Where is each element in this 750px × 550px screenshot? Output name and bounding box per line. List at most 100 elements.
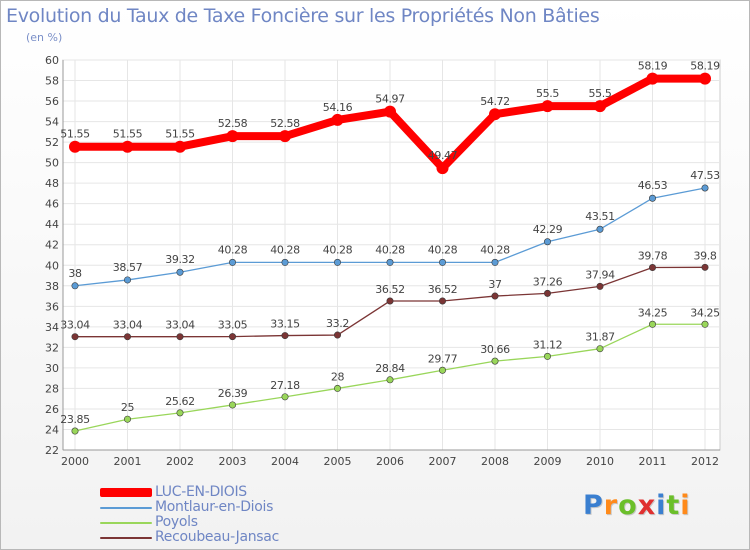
data-label: 58.19: [638, 60, 668, 73]
data-point: [438, 366, 446, 374]
data-label: 29.77: [428, 352, 458, 365]
data-point: [333, 384, 341, 392]
data-point: [229, 258, 237, 266]
data-point: [541, 100, 554, 113]
data-label: 40.28: [375, 243, 405, 256]
data-point: [648, 320, 656, 328]
y-tick-label: 28: [45, 382, 59, 395]
data-label: 42.29: [533, 223, 563, 236]
data-label: 40.28: [323, 243, 353, 256]
y-tick-label: 38: [45, 280, 59, 293]
legend-swatch: [100, 488, 152, 497]
data-point: [229, 333, 237, 341]
data-point: [176, 268, 184, 276]
data-point: [596, 282, 604, 290]
data-label: 40.28: [218, 243, 248, 256]
x-tick-label: 2012: [691, 455, 719, 468]
data-point: [226, 130, 239, 143]
data-label: 38.57: [113, 261, 143, 274]
x-tick-label: 2003: [219, 455, 247, 468]
x-tick-label: 2010: [586, 455, 614, 468]
data-label: 43.51: [585, 210, 615, 223]
y-tick-label: 22: [45, 444, 59, 457]
data-point: [594, 100, 606, 113]
data-label: 40.28: [480, 243, 510, 256]
data-point: [491, 292, 499, 300]
x-tick-label: 2004: [271, 455, 299, 468]
data-label: 54.72: [480, 95, 510, 108]
data-label: 33.2: [326, 317, 349, 330]
data-point: [281, 332, 289, 340]
data-point: [229, 401, 237, 409]
data-label: 37.26: [533, 275, 563, 288]
data-label: 40.28: [428, 243, 458, 256]
data-label: 25.62: [165, 395, 195, 408]
data-point: [124, 415, 132, 423]
data-point: [438, 297, 446, 305]
data-point: [386, 376, 394, 384]
y-tick-label: 58: [45, 75, 59, 88]
x-tick-label: 2002: [166, 455, 194, 468]
data-label: 39.78: [638, 250, 668, 263]
data-label: 39.32: [165, 253, 195, 266]
data-label: 33.05: [218, 319, 248, 332]
data-point: [701, 184, 709, 192]
data-label: 58.19: [690, 60, 720, 73]
y-tick-label: 56: [45, 95, 59, 108]
data-label: 25: [121, 401, 135, 414]
x-tick-label: 2006: [376, 455, 404, 468]
y-tick-label: 40: [45, 259, 59, 272]
data-point: [71, 333, 79, 341]
data-point: [174, 140, 186, 153]
chart-title: Evolution du Taux de Taxe Foncière sur l…: [6, 5, 600, 27]
data-point: [124, 276, 132, 284]
data-point: [699, 72, 711, 85]
y-tick-label: 48: [45, 177, 59, 190]
data-point: [543, 352, 551, 360]
plot-area: [62, 59, 721, 451]
data-point: [438, 258, 446, 266]
data-point: [491, 357, 499, 365]
data-label: 52.58: [270, 117, 300, 130]
legend-label: Montlaur-en-Diois: [155, 499, 274, 515]
data-label: 54.16: [323, 101, 353, 114]
data-point: [491, 258, 499, 266]
data-label: 54.97: [375, 93, 405, 106]
x-tick-label: 2011: [639, 455, 667, 468]
data-label: 27.18: [270, 379, 300, 392]
y-tick-label: 52: [45, 136, 59, 149]
y-tick-label: 26: [45, 403, 59, 416]
data-label: 31.87: [585, 331, 615, 344]
data-point: [543, 289, 551, 297]
data-label: 37.94: [585, 268, 615, 281]
data-point: [279, 130, 291, 143]
data-point: [648, 194, 656, 202]
y-tick-label: 54: [45, 116, 59, 129]
data-point: [386, 258, 394, 266]
brand-logo: Proxiti: [583, 490, 691, 521]
y-tick-label: 34: [45, 321, 59, 334]
y-tick-label: 50: [45, 157, 59, 170]
data-label: 31.12: [533, 338, 563, 351]
data-label: 51.55: [113, 128, 143, 141]
data-point: [71, 427, 79, 435]
legend-swatch: [100, 507, 152, 509]
legend-swatch: [100, 522, 152, 524]
data-label: 40.28: [270, 243, 300, 256]
data-label: 34.25: [638, 306, 668, 319]
data-label: 55.5: [536, 87, 559, 100]
data-label: 55.5: [589, 87, 612, 100]
data-point: [124, 333, 132, 341]
data-point: [281, 393, 289, 401]
data-point: [648, 264, 656, 272]
data-label: 33.15: [270, 318, 300, 331]
x-tick-label: 2008: [481, 455, 509, 468]
data-point: [543, 238, 551, 246]
data-point: [384, 105, 396, 118]
data-label: 49.47: [428, 149, 458, 162]
data-point: [386, 297, 394, 305]
data-label: 36.52: [428, 283, 458, 296]
data-label: 52.58: [218, 117, 248, 130]
data-point: [69, 140, 81, 153]
data-point: [646, 72, 659, 85]
